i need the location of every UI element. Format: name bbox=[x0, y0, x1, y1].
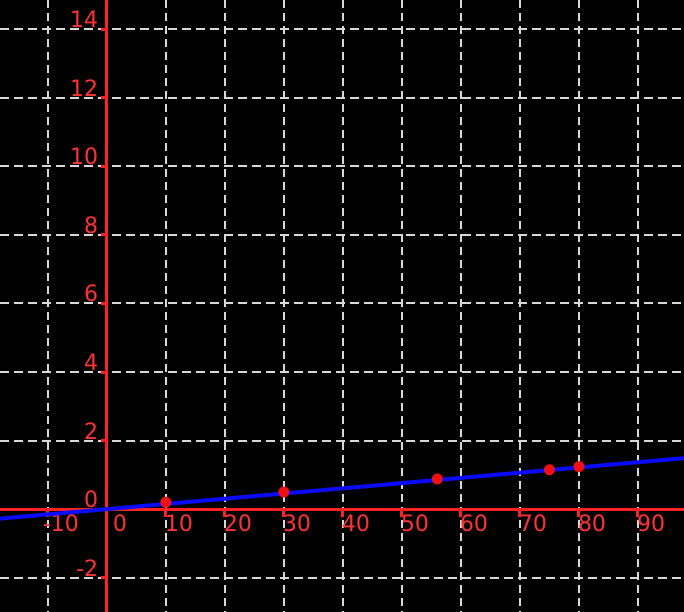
grid-line-vertical bbox=[636, 0, 639, 612]
y-axis-tick bbox=[100, 439, 107, 443]
y-axis-tick bbox=[100, 576, 107, 580]
y-tick-label: 0 bbox=[84, 488, 98, 514]
y-tick-label: 6 bbox=[84, 282, 98, 308]
grid-line-vertical bbox=[164, 0, 167, 612]
y-tick-label: -2 bbox=[76, 556, 98, 582]
y-tick-label: 4 bbox=[84, 351, 98, 376]
grid-line-vertical bbox=[341, 0, 344, 612]
y-axis-tick bbox=[100, 370, 107, 374]
y-tick-label: 10 bbox=[70, 145, 98, 171]
y-tick-label: 8 bbox=[84, 213, 98, 239]
grid-line-vertical bbox=[282, 0, 285, 612]
grid-line-horizontal bbox=[0, 302, 684, 305]
grid-line-horizontal bbox=[0, 576, 684, 579]
grid-line-vertical bbox=[577, 0, 580, 612]
y-axis-tick bbox=[100, 164, 107, 168]
grid-line-vertical bbox=[400, 0, 403, 612]
x-tick-label: 80 bbox=[577, 512, 606, 538]
x-tick-label: 30 bbox=[282, 512, 311, 538]
x-tick-label: -10 bbox=[42, 512, 79, 538]
y-axis-tick bbox=[100, 233, 107, 237]
y-axis-tick bbox=[100, 301, 107, 305]
grid-line-vertical bbox=[46, 0, 49, 612]
grid-line-horizontal bbox=[0, 28, 684, 31]
x-tick-label: 60 bbox=[459, 512, 488, 538]
y-tick-label: 12 bbox=[70, 76, 98, 102]
y-axis-tick bbox=[100, 96, 107, 100]
y-axis bbox=[105, 0, 109, 612]
grid-line-horizontal bbox=[0, 439, 684, 442]
grid-line-vertical bbox=[223, 0, 226, 612]
x-tick-label: 70 bbox=[518, 512, 547, 538]
y-tick-label: 14 bbox=[70, 8, 98, 34]
x-tick-label: 40 bbox=[341, 512, 370, 538]
grid-line-horizontal bbox=[0, 96, 684, 99]
grid-line-horizontal bbox=[0, 233, 684, 236]
x-tick-label: 90 bbox=[636, 512, 665, 538]
grid-line-vertical bbox=[518, 0, 521, 612]
x-tick-label: 0 bbox=[112, 512, 127, 538]
grid-line-vertical bbox=[459, 0, 462, 612]
grid-line-horizontal bbox=[0, 371, 684, 373]
y-axis-tick bbox=[100, 27, 107, 31]
x-tick-label: 10 bbox=[164, 512, 193, 538]
x-tick-label: 20 bbox=[223, 512, 252, 538]
x-tick-label: 50 bbox=[400, 512, 429, 538]
grid-line-horizontal bbox=[0, 165, 684, 168]
y-tick-label: 2 bbox=[84, 419, 98, 445]
